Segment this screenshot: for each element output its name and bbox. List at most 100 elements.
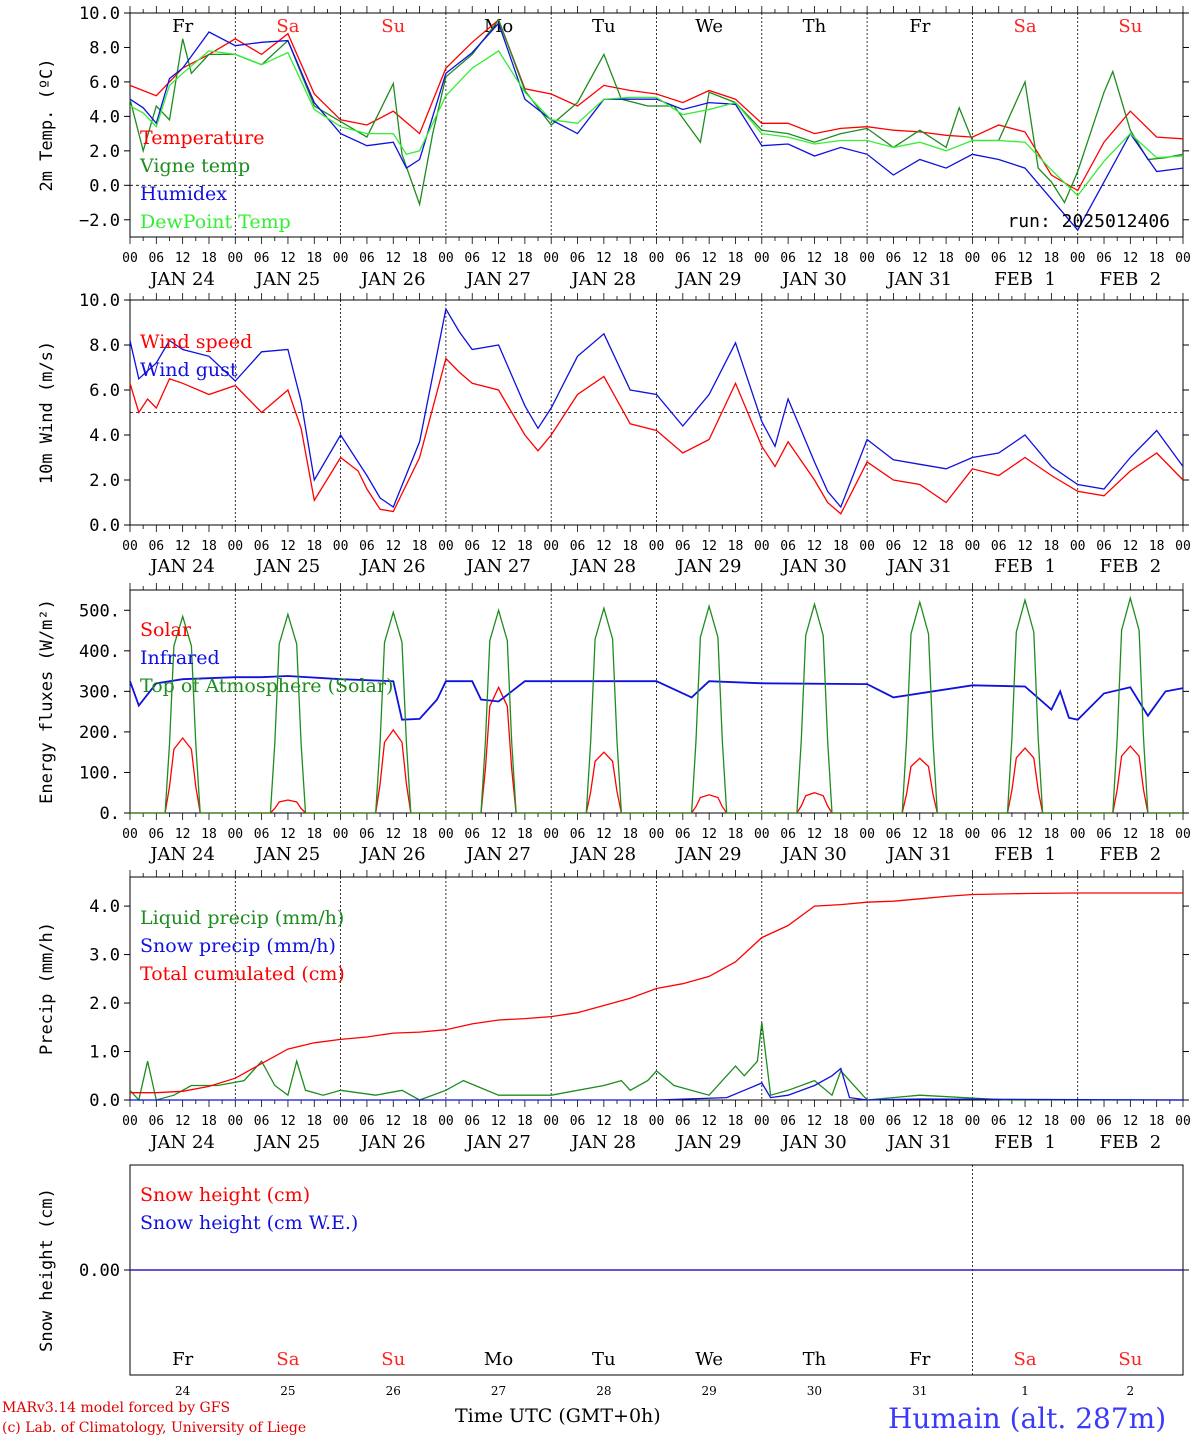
x-tick-label: 06	[886, 827, 902, 842]
x-tick-label: 18	[938, 539, 954, 554]
weekday-label: Sa	[276, 1349, 299, 1370]
x-tick-label: 18	[201, 251, 217, 266]
date-label: JAN 29	[675, 556, 742, 577]
x-tick-label: 12	[491, 827, 507, 842]
y-axis-title: 2m Temp. (ºC)	[37, 58, 57, 191]
weekday-label: We	[695, 1349, 723, 1370]
date-label: JAN 29	[675, 1132, 742, 1153]
x-tick-label: 18	[517, 539, 533, 554]
y-axis-title: Precip (mm/h)	[37, 922, 57, 1055]
x-tick-label: 00	[122, 1114, 138, 1129]
date-label: JAN 26	[359, 556, 426, 577]
x-tick-label: 18	[1149, 1114, 1165, 1129]
series-line-snow-precip-mm-h-	[130, 1067, 1184, 1101]
date-label: FEB 2	[1099, 269, 1161, 290]
x-tick-label: 12	[701, 1114, 717, 1129]
day-number-label: 29	[702, 1384, 717, 1398]
day-number-label: 28	[596, 1384, 611, 1398]
series-line-temperature	[129, 18, 1184, 192]
y-tick-label: 0.0	[89, 516, 120, 536]
x-tick-label: 00	[965, 827, 981, 842]
date-label: JAN 30	[780, 269, 847, 290]
x-tick-label: 00	[965, 539, 981, 554]
x-tick-label: 12	[280, 539, 296, 554]
date-label: FEB 1	[994, 844, 1056, 865]
day-number-label: 24	[175, 1384, 191, 1398]
date-label: JAN 26	[359, 844, 426, 865]
x-tick-label: 00	[543, 1114, 559, 1129]
x-tick-label: 18	[728, 827, 744, 842]
x-tick-label: 18	[833, 1114, 849, 1129]
date-label: JAN 30	[780, 556, 847, 577]
x-tick-label: 12	[701, 251, 717, 266]
day-number-label: 27	[491, 1384, 506, 1398]
x-tick-label: 00	[333, 827, 349, 842]
date-label: JAN 31	[885, 844, 952, 865]
x-tick-label: 18	[306, 539, 322, 554]
x-tick-label: 18	[201, 539, 217, 554]
x-tick-label: 18	[622, 251, 638, 266]
date-label: JAN 29	[675, 269, 742, 290]
x-tick-label: 12	[385, 539, 401, 554]
y-tick-label: −2.0	[79, 211, 120, 231]
x-tick-label: 12	[175, 251, 191, 266]
x-tick-label: 18	[1044, 251, 1060, 266]
x-tick-label: 12	[491, 251, 507, 266]
x-tick-label: 06	[780, 539, 796, 554]
weekday-label: Fr	[909, 1349, 930, 1370]
x-tick-label: 12	[807, 251, 823, 266]
day-number-label: 2	[1127, 1384, 1135, 1398]
x-tick-label: 18	[833, 251, 849, 266]
date-label: JAN 27	[464, 269, 531, 290]
x-tick-label: 12	[491, 1114, 507, 1129]
x-tick-label: 00	[438, 251, 454, 266]
legend-entry: Total cumulated (cm)	[140, 963, 345, 985]
x-tick-label: 00	[543, 827, 559, 842]
y-tick-label: 4.0	[89, 897, 120, 917]
x-tick-label: 06	[991, 539, 1007, 554]
x-tick-label: 12	[701, 827, 717, 842]
x-tick-label: 06	[1096, 1114, 1112, 1129]
y-tick-label: 4.0	[89, 107, 120, 127]
x-tick-label: 00	[122, 827, 138, 842]
x-tick-label: 00	[122, 251, 138, 266]
x-tick-label: 18	[1149, 539, 1165, 554]
date-label: JAN 30	[780, 844, 847, 865]
legend-entry: Vigne temp	[139, 155, 250, 177]
legend-entry: Top of Atmosphere (Solar)	[140, 675, 393, 697]
y-tick-label: 0.0	[89, 176, 120, 196]
legend-entry: Temperature	[140, 127, 264, 149]
x-tick-label: 12	[280, 827, 296, 842]
x-tick-label: 00	[859, 539, 875, 554]
weekday-label: Th	[803, 16, 827, 37]
x-tick-label: 06	[254, 539, 270, 554]
weekday-label: Su	[1118, 1349, 1142, 1370]
y-tick-label: 6.0	[89, 73, 120, 93]
date-label: JAN 24	[148, 1132, 215, 1153]
date-label: JAN 25	[254, 844, 321, 865]
x-tick-label: 00	[754, 539, 770, 554]
x-tick-label: 06	[570, 827, 586, 842]
x-tick-label: 00	[227, 539, 243, 554]
x-tick-label: 12	[280, 251, 296, 266]
day-number-label: 31	[912, 1384, 927, 1398]
x-tick-label: 00	[1175, 1114, 1191, 1129]
x-tick-label: 18	[622, 1114, 638, 1129]
x-tick-label: 00	[649, 1114, 665, 1129]
series-line-wind-speed	[129, 357, 1184, 515]
x-tick-label: 00	[227, 251, 243, 266]
legend-entry: Snow height (cm)	[140, 1184, 310, 1206]
x-tick-label: 06	[148, 1114, 164, 1129]
x-tick-label: 00	[649, 251, 665, 266]
panel-energy: 500. 400. 300. 200. 100. 0. Energy fluxes (W/m…	[37, 583, 1191, 865]
x-tick-label: 12	[596, 251, 612, 266]
x-tick-label: 18	[938, 251, 954, 266]
x-tick-label: 06	[991, 1114, 1007, 1129]
x-tick-label: 06	[359, 539, 375, 554]
series-line-total-cumulated-cm-	[130, 892, 1183, 1094]
date-label: FEB 2	[1099, 556, 1161, 577]
x-tick-label: 06	[570, 539, 586, 554]
y-tick-label: 2.0	[89, 994, 120, 1014]
legend-entry: Wind gust	[140, 359, 238, 381]
x-tick-label: 00	[965, 1114, 981, 1129]
